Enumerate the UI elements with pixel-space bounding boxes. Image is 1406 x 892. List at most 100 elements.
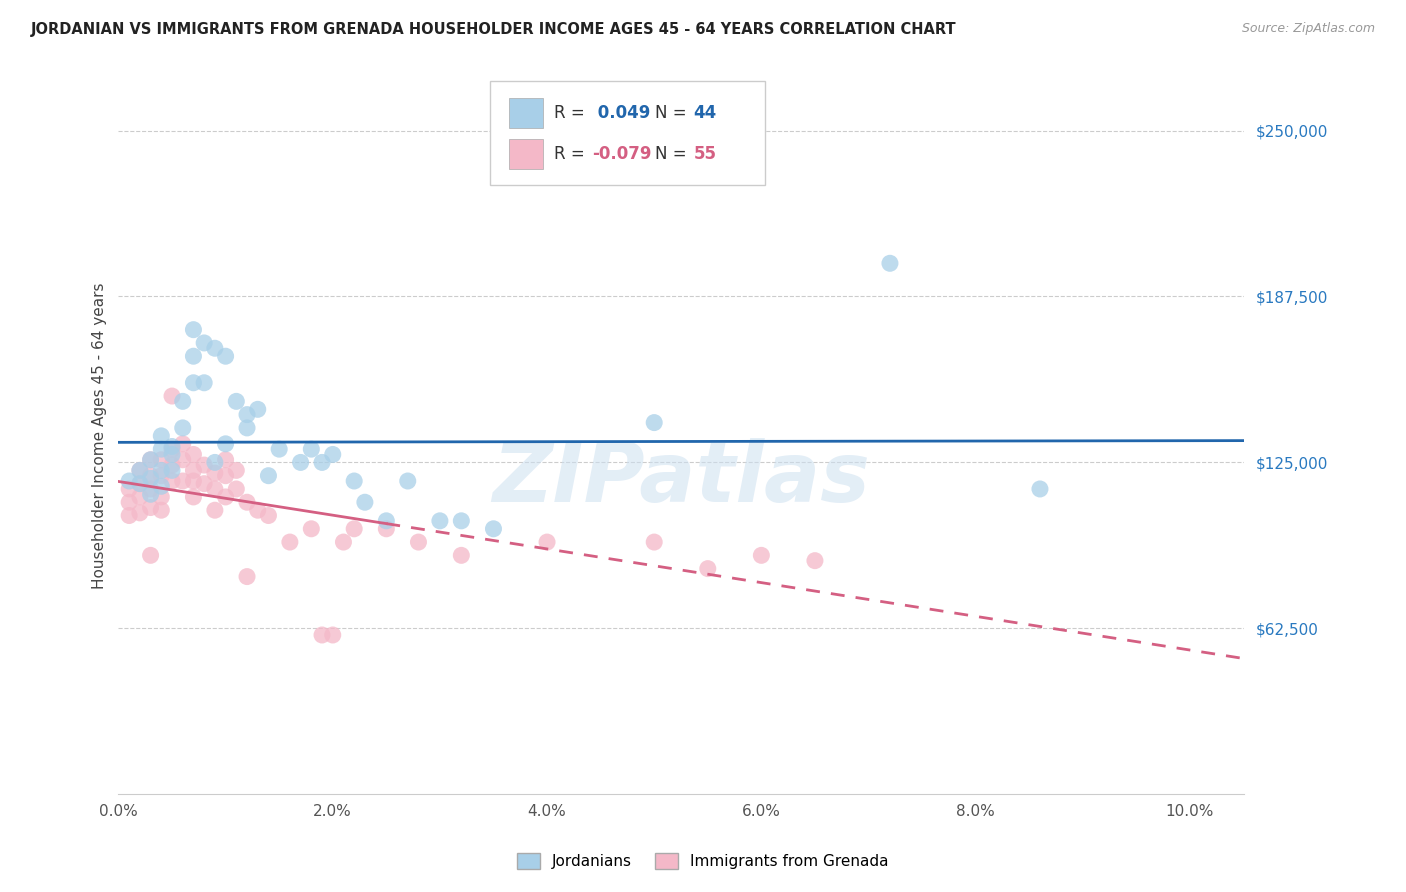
- Point: [204, 455, 226, 469]
- Point: [139, 549, 162, 563]
- Point: [150, 429, 173, 443]
- Point: [139, 500, 162, 515]
- Text: N =: N =: [655, 103, 692, 121]
- Point: [696, 561, 718, 575]
- Point: [128, 476, 150, 491]
- Point: [429, 514, 451, 528]
- Point: [139, 482, 162, 496]
- Text: 44: 44: [693, 103, 717, 121]
- Point: [299, 442, 322, 457]
- Text: R =: R =: [554, 145, 591, 163]
- Point: [311, 455, 333, 469]
- Legend: Jordanians, Immigrants from Grenada: Jordanians, Immigrants from Grenada: [510, 847, 896, 875]
- Point: [354, 495, 377, 509]
- Point: [343, 522, 366, 536]
- Point: [290, 455, 312, 469]
- Point: [118, 482, 141, 496]
- Point: [160, 447, 183, 461]
- Point: [246, 402, 269, 417]
- Point: [322, 447, 344, 461]
- Point: [751, 549, 773, 563]
- Point: [150, 479, 173, 493]
- Point: [150, 463, 173, 477]
- Point: [139, 487, 162, 501]
- Point: [118, 508, 141, 523]
- Point: [139, 452, 162, 467]
- Point: [311, 628, 333, 642]
- FancyBboxPatch shape: [489, 81, 765, 185]
- Point: [160, 474, 183, 488]
- Point: [450, 514, 472, 528]
- Point: [150, 490, 173, 504]
- Point: [257, 508, 280, 523]
- Text: 55: 55: [693, 145, 717, 163]
- Text: 0.049: 0.049: [592, 103, 651, 121]
- Point: [257, 468, 280, 483]
- Point: [128, 463, 150, 477]
- Point: [236, 421, 259, 435]
- Y-axis label: Householder Income Ages 45 - 64 years: Householder Income Ages 45 - 64 years: [93, 283, 107, 589]
- Point: [375, 522, 398, 536]
- Point: [643, 416, 665, 430]
- Point: [482, 522, 505, 536]
- Point: [118, 495, 141, 509]
- Point: [183, 490, 205, 504]
- Point: [204, 341, 226, 355]
- Point: [139, 471, 162, 485]
- Point: [236, 495, 259, 509]
- Point: [160, 389, 183, 403]
- Point: [536, 535, 558, 549]
- Point: [225, 463, 247, 477]
- Text: Source: ZipAtlas.com: Source: ZipAtlas.com: [1241, 22, 1375, 36]
- Point: [225, 482, 247, 496]
- Point: [214, 437, 236, 451]
- Point: [214, 468, 236, 483]
- Point: [193, 476, 215, 491]
- Text: N =: N =: [655, 145, 692, 163]
- Point: [396, 474, 419, 488]
- Point: [204, 466, 226, 480]
- Point: [193, 335, 215, 350]
- Point: [139, 452, 162, 467]
- Point: [150, 468, 173, 483]
- Point: [204, 503, 226, 517]
- Point: [150, 442, 173, 457]
- Point: [160, 440, 183, 454]
- Point: [172, 421, 194, 435]
- Point: [375, 514, 398, 528]
- Point: [118, 474, 141, 488]
- Point: [193, 458, 215, 472]
- Point: [246, 503, 269, 517]
- Point: [450, 549, 472, 563]
- Point: [150, 452, 173, 467]
- Point: [160, 463, 183, 477]
- Point: [643, 535, 665, 549]
- Point: [214, 349, 236, 363]
- Point: [150, 503, 173, 517]
- Point: [160, 458, 183, 472]
- Point: [183, 376, 205, 390]
- Bar: [509, 97, 543, 128]
- Point: [1029, 482, 1052, 496]
- Point: [236, 569, 259, 583]
- Point: [343, 474, 366, 488]
- Point: [322, 628, 344, 642]
- Point: [299, 522, 322, 536]
- Point: [408, 535, 430, 549]
- Text: ZIPatlas: ZIPatlas: [492, 438, 870, 519]
- Point: [183, 323, 205, 337]
- Point: [172, 452, 194, 467]
- Point: [183, 474, 205, 488]
- Point: [204, 482, 226, 496]
- Point: [128, 506, 150, 520]
- Point: [183, 447, 205, 461]
- Point: [172, 474, 194, 488]
- Point: [172, 437, 194, 451]
- Point: [128, 476, 150, 491]
- Point: [160, 442, 183, 457]
- Point: [332, 535, 354, 549]
- Text: JORDANIAN VS IMMIGRANTS FROM GRENADA HOUSEHOLDER INCOME AGES 45 - 64 YEARS CORRE: JORDANIAN VS IMMIGRANTS FROM GRENADA HOU…: [31, 22, 956, 37]
- Text: R =: R =: [554, 103, 591, 121]
- Point: [128, 490, 150, 504]
- Text: -0.079: -0.079: [592, 145, 651, 163]
